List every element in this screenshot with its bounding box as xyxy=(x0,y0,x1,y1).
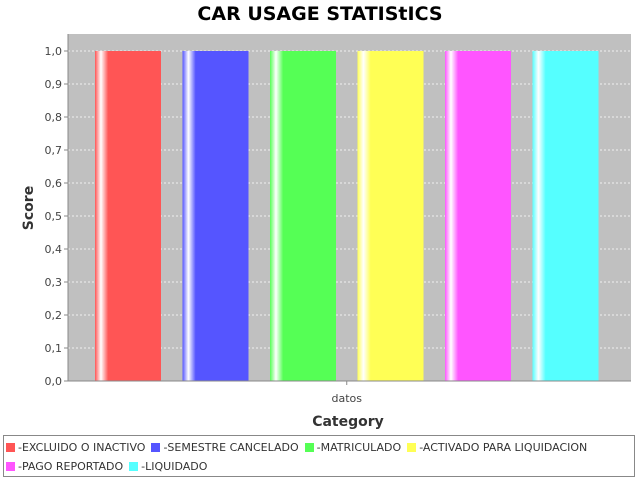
legend-label: -LIQUIDADO xyxy=(141,459,208,473)
y-tick-label: 0,6 xyxy=(45,177,63,190)
y-tick-label: 1,0 xyxy=(45,45,63,58)
legend-item-5: -PAGO REPORTADO xyxy=(6,460,123,473)
legend-swatch xyxy=(129,461,139,471)
legend-label: -MATRICULADO xyxy=(316,440,402,454)
y-axis-label: Score xyxy=(21,186,37,230)
bar-2 xyxy=(182,51,249,381)
legend-swatch xyxy=(151,442,161,452)
x-tick-label: datos xyxy=(332,392,363,405)
legend-item-3: -MATRICULADO xyxy=(304,440,402,454)
y-tick-label: 0,2 xyxy=(45,309,63,322)
bar-1 xyxy=(95,51,161,381)
legend-label: -PAGO REPORTADO xyxy=(18,459,124,473)
y-tick-label: 0,8 xyxy=(45,111,63,124)
bar-3 xyxy=(270,51,336,381)
bar-chart: 0,0 0,1 0,2 0,3 0,4 0,5 0,6 0,7 0,8 0,9 1,0 datos S… xyxy=(21,34,631,430)
legend-item-6: -LIQUIDADO xyxy=(129,460,207,473)
bar-5 xyxy=(445,51,511,381)
legend-label: -SEMESTRE CANCELADO xyxy=(163,440,299,454)
y-tick-label: 0,4 xyxy=(45,243,63,256)
legend-label: -ACTIVADO PARA LIQUIDACION xyxy=(419,440,588,454)
y-tick-label: 0,3 xyxy=(45,276,63,289)
y-tick-label: 0,1 xyxy=(45,342,63,355)
legend-swatch xyxy=(6,461,15,471)
y-tick-label: 0,9 xyxy=(45,78,63,91)
y-tick-label: 0,7 xyxy=(45,144,63,157)
bar-6 xyxy=(532,51,599,381)
legend-item-2: -SEMESTRE CANCELADO xyxy=(151,440,299,454)
bar-4 xyxy=(357,51,424,381)
legend-item-4: -ACTIVADO PARA LIQUIDACION xyxy=(407,441,587,454)
legend-swatch xyxy=(304,442,314,452)
legend-item-1: -EXCLUIDO O INACTIVO xyxy=(6,441,145,454)
y-tick-label: 0,5 xyxy=(45,210,63,223)
legend-label: -EXCLUIDO O INACTIVO xyxy=(18,440,146,454)
x-axis-label: Category xyxy=(312,414,384,430)
legend: -EXCLUIDO O INACTIVO -SEMESTRE CANCELADO -… xyxy=(3,435,635,477)
legend-swatch xyxy=(407,442,417,452)
legend-swatch xyxy=(6,442,15,452)
chart-title: CAR USAGE STATIStICS xyxy=(197,3,443,25)
y-tick-label: 0,0 xyxy=(45,375,63,388)
